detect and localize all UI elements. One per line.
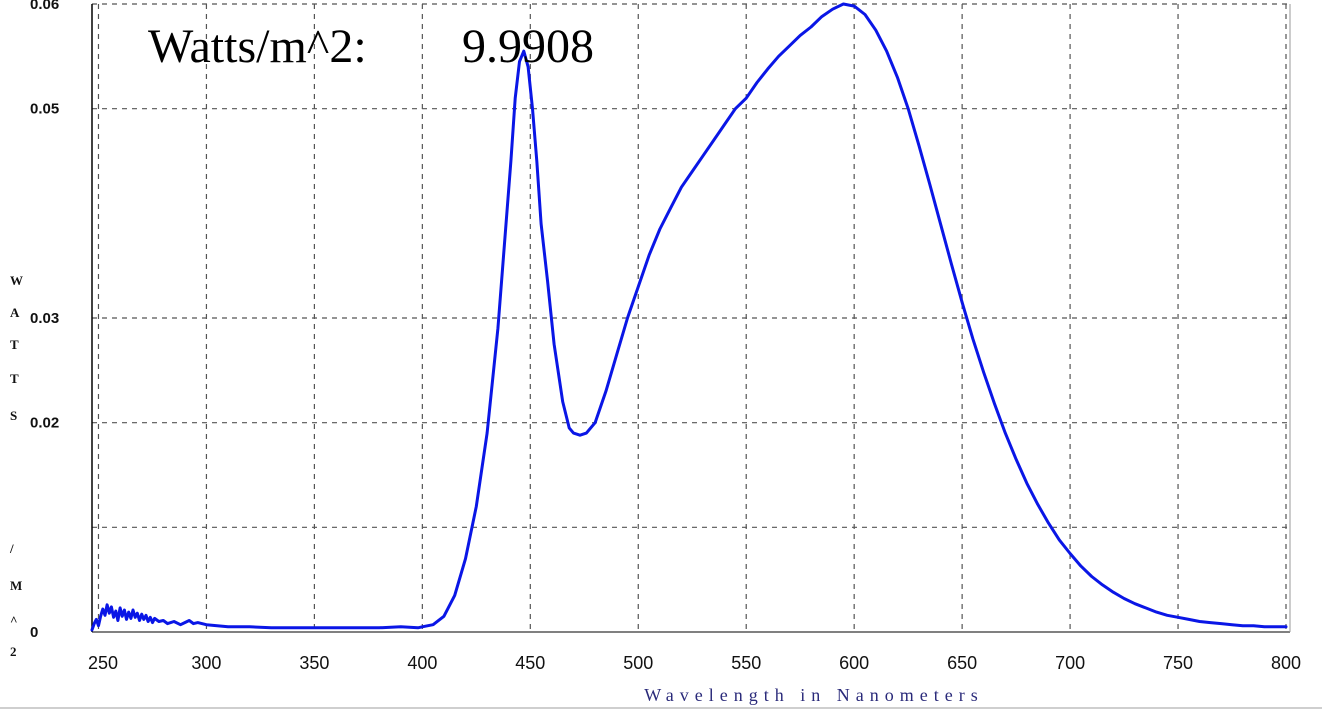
y-tick-label: 0 [30, 624, 38, 641]
x-tick-label: 500 [623, 653, 653, 673]
x-tick-label: 350 [299, 653, 329, 673]
x-tick-label: 550 [731, 653, 761, 673]
x-tick-label: 300 [191, 653, 221, 673]
x-tick-labels: 250 300 350 400 450 500 550 600 650 700 750 800 [88, 653, 1301, 673]
x-tick-label: 400 [407, 653, 437, 673]
y-axis-label-char: T [10, 371, 19, 386]
y-axis-label-char: T [10, 337, 19, 352]
y-axis-label-char: / [9, 541, 14, 556]
x-tick-label: 600 [839, 653, 869, 673]
x-tick-label: 450 [515, 653, 545, 673]
y-tick-label: 0.03 [30, 310, 59, 327]
y-axis-label-char: W [10, 273, 23, 288]
chart-title-value: 9.9908 [462, 20, 594, 73]
y-tick-labels: 0 0.02 0.03 0.05 0.06 [30, 0, 59, 641]
y-axis-label-char: 2 [10, 644, 17, 659]
series-line [90, 2, 1288, 632]
x-axis-label: Wavelength in Nanometers [644, 685, 984, 705]
chart-title: Watts/m^2: [148, 20, 367, 73]
y-axis-label-char: S [10, 408, 17, 423]
y-axis-label-char: M [10, 578, 22, 593]
y-axis-label-char: A [10, 305, 20, 320]
y-tick-label: 0.02 [30, 415, 59, 432]
x-tick-label: 800 [1271, 653, 1301, 673]
x-tick-label: 250 [88, 653, 118, 673]
grid-lines [92, 3, 1290, 632]
y-tick-label: 0.06 [30, 0, 59, 13]
x-tick-label: 700 [1055, 653, 1085, 673]
x-tick-label: 650 [947, 653, 977, 673]
x-tick-label: 750 [1163, 653, 1193, 673]
y-axis-label: W A T T S / M ^ 2 [9, 273, 23, 659]
y-axis-label-char: ^ [10, 613, 18, 628]
y-tick-label: 0.05 [30, 101, 59, 118]
